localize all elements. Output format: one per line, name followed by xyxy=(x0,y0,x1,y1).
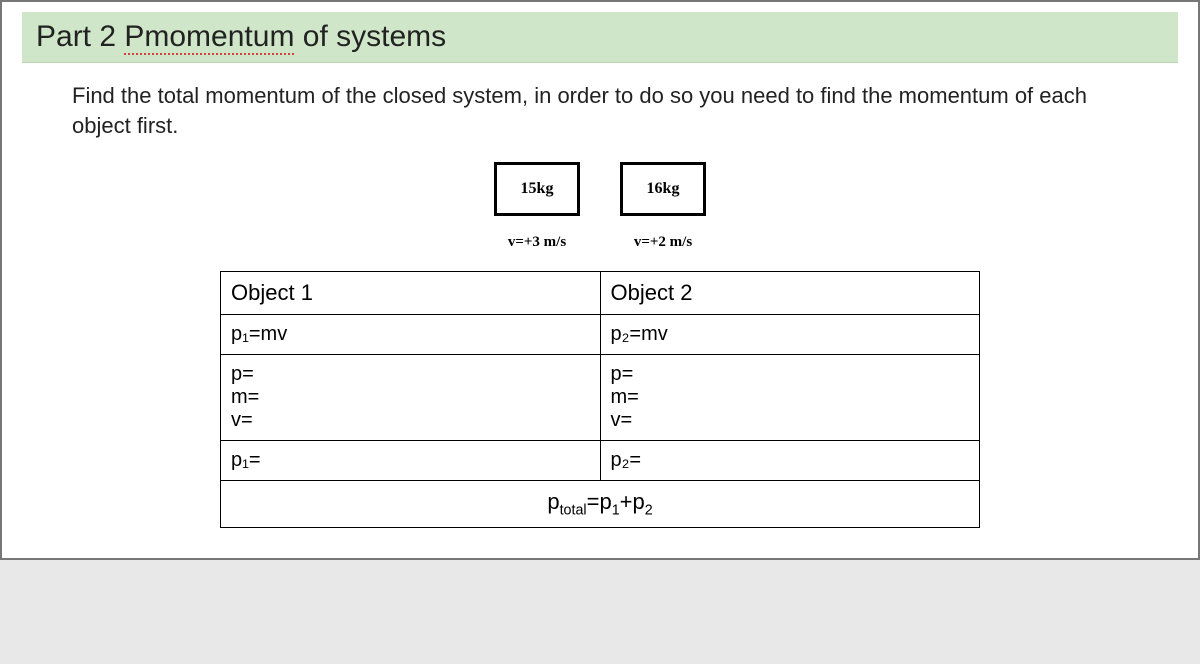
title-suffix: of systems xyxy=(294,20,446,53)
title-typo: Pmomentum xyxy=(124,20,294,55)
table-row: ptotal=p1+p2 xyxy=(221,481,980,527)
object-1-header: Object 1 xyxy=(221,272,601,315)
total-momentum: ptotal=p1+p2 xyxy=(221,481,980,527)
p-line: p= xyxy=(611,363,970,386)
p-line: p= xyxy=(231,363,590,386)
table-row: p= m= v= p= m= v= xyxy=(221,355,980,441)
object-2-result: p₂= xyxy=(600,441,980,481)
object-2-square: 16kg xyxy=(620,162,706,216)
title-bar: Part 2 Pmomentum of systems xyxy=(22,12,1178,63)
object-1-square: 15kg xyxy=(494,162,580,216)
object-1-box: 15kg v=+3 m/s xyxy=(494,162,580,251)
m-line: m= xyxy=(611,386,970,409)
object-2-mass: 16kg xyxy=(647,180,680,198)
instruction-text: Find the total momentum of the closed sy… xyxy=(72,81,1128,140)
v-line: v= xyxy=(611,409,970,432)
document-page: Part 2 Pmomentum of systems Find the tot… xyxy=(0,0,1200,560)
object-2-values: p= m= v= xyxy=(600,355,980,441)
object-diagram: 15kg v=+3 m/s 16kg v=+2 m/s xyxy=(2,162,1198,251)
table-row: p₁=mv p₂=mv xyxy=(221,315,980,355)
object-2-velocity: v=+2 m/s xyxy=(634,234,692,251)
table-row: p₁= p₂= xyxy=(221,441,980,481)
object-1-result: p₁= xyxy=(221,441,601,481)
object-1-mass: 15kg xyxy=(521,180,554,198)
object-2-header: Object 2 xyxy=(600,272,980,315)
table-row: Object 1 Object 2 xyxy=(221,272,980,315)
object-2-formula: p₂=mv xyxy=(600,315,980,355)
object-1-velocity: v=+3 m/s xyxy=(508,234,566,251)
object-1-values: p= m= v= xyxy=(221,355,601,441)
v-line: v= xyxy=(231,409,590,432)
page-title: Part 2 Pmomentum of systems xyxy=(36,20,1164,54)
worksheet-table: Object 1 Object 2 p₁=mv p₂=mv p= m= v= p… xyxy=(220,271,980,527)
object-2-box: 16kg v=+2 m/s xyxy=(620,162,706,251)
m-line: m= xyxy=(231,386,590,409)
title-prefix: Part 2 xyxy=(36,20,124,53)
object-1-formula: p₁=mv xyxy=(221,315,601,355)
